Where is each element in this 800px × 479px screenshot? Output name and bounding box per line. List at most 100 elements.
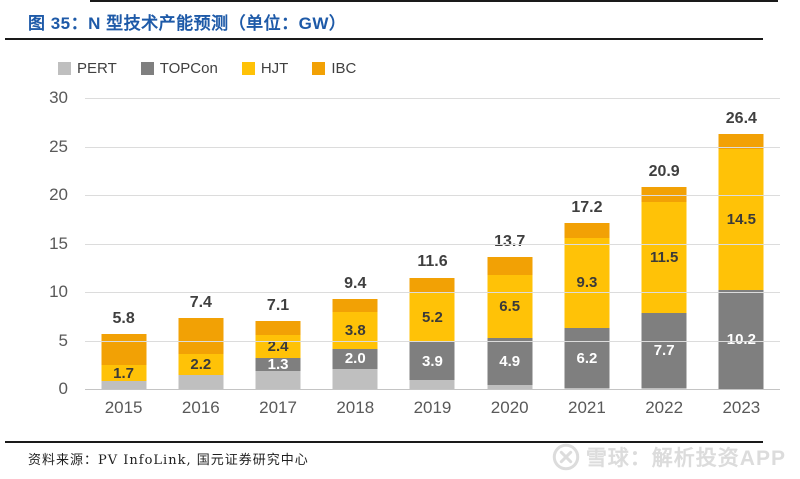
segment-topcon-2017: 1.3: [255, 355, 301, 373]
legend-label: IBC: [331, 60, 357, 77]
segment-ibc-2023: [718, 133, 764, 150]
legend-swatch-icon: [312, 62, 326, 75]
y-axis-tick-10: 10: [49, 282, 68, 301]
stacked-bar-2023: 10.2 14.5: [718, 133, 764, 390]
segment-value-label: 9.3: [576, 274, 598, 292]
segment-value-label: 4.9: [499, 352, 521, 370]
total-value-label-2015: 5.8: [112, 309, 135, 327]
segment-ibc-2019: [409, 277, 455, 293]
segment-hjt-2017: 2.4: [255, 334, 301, 358]
bar-group-2016: 7.4 2.2: [162, 99, 239, 390]
segment-value-label: 6.5: [499, 297, 521, 315]
stacked-bar-2020: 4.9 6.5: [487, 257, 533, 390]
x-axis: 2015 2016 2017 2018 2019 2020 2021 2022 2023: [85, 398, 780, 418]
gridline-5: [85, 340, 780, 342]
y-axis-tick-20: 20: [49, 185, 68, 204]
segment-ibc-2022: [641, 187, 687, 202]
segment-value-label: 6.2: [576, 349, 598, 367]
x-axis-label-2022: 2022: [645, 398, 684, 417]
bar-series-container: 5.8 1.7 7.4 2.2 7.1 1.3 2.4 9.4 2.0 3.8 11.6 3.9 5.2…: [85, 99, 780, 390]
total-value-label-2017: 7.1: [266, 297, 290, 315]
y-axis: 0 5 10 15 20 25 30: [0, 89, 76, 397]
gridline-15: [85, 243, 780, 245]
bar-group-2023: 26.4 10.2 14.5: [703, 99, 780, 390]
stacked-bar-2022: 7.7 11.5: [641, 187, 687, 390]
watermark-text: 雪球：解析投资APP: [585, 447, 786, 470]
legend-item-hjt: HJT: [241, 60, 289, 77]
total-value-label-2021: 17.2: [571, 199, 603, 217]
segment-ibc-2021: [564, 223, 610, 238]
watermark: 雪球：解析投资APP: [551, 442, 786, 472]
x-axis-label-2021: 2021: [568, 398, 606, 417]
segment-topcon-2021: 6.2: [564, 327, 610, 389]
x-axis-label-2019: 2019: [413, 398, 452, 417]
segment-ibc-2017: [255, 321, 301, 335]
x-axis-label-2023: 2023: [722, 398, 761, 417]
segment-value-label: 3.9: [422, 352, 443, 370]
legend-swatch-icon: [140, 62, 154, 75]
segment-hjt-2023: 14.5: [718, 149, 764, 291]
segment-ibc-2015: [101, 333, 147, 365]
segment-value-label: 1.3: [267, 355, 289, 373]
segment-ibc-2018: [332, 298, 378, 313]
segment-ibc-2020: [487, 257, 533, 275]
legend-swatch-icon: [241, 62, 255, 75]
stacked-bar-2018: 2.0 3.8: [332, 298, 378, 390]
segment-hjt-2022: 11.5: [641, 201, 687, 314]
gridline-20: [85, 195, 780, 196]
legend-item-pert: PERT: [58, 60, 117, 77]
bar-group-2017: 7.1 1.3 2.4: [239, 99, 316, 390]
segment-pert-2019: [409, 380, 455, 390]
segment-topcon-2018: 2.0: [332, 349, 378, 369]
total-value-label-2018: 9.4: [344, 274, 367, 292]
legend-swatch-icon: [58, 62, 71, 75]
segment-value-label: 11.5: [649, 249, 679, 267]
plot-area: 5.8 1.7 7.4 2.2 7.1 1.3 2.4 9.4 2.0 3.8 11.6 3.9 5.2…: [85, 98, 780, 390]
segment-topcon-2020: 4.9: [487, 337, 533, 386]
x-axis-label-2017: 2017: [259, 398, 297, 417]
segment-value-label: 3.8: [344, 322, 366, 340]
legend-label: PERT: [77, 60, 117, 77]
segment-value-label: 2.0: [344, 350, 366, 368]
segment-value-label: 2.2: [190, 356, 212, 374]
stacked-bar-2015: 1.7: [101, 333, 147, 390]
total-value-label-2022: 20.9: [648, 163, 680, 181]
top-border-rule: [90, 0, 778, 2]
segment-pert-2020: [487, 385, 533, 390]
bottom-border-rule: [5, 441, 763, 443]
bar-group-2020: 13.7 4.9 6.5: [471, 99, 548, 390]
x-axis-label-2016: 2016: [181, 398, 220, 417]
legend-label: HJT: [260, 60, 289, 77]
segment-hjt-2020: 6.5: [487, 274, 533, 338]
segment-pert-2016: [178, 375, 224, 390]
bar-group-2019: 11.6 3.9 5.2: [394, 99, 471, 390]
segment-pert-2017: [255, 370, 301, 390]
segment-pert-2018: [332, 368, 378, 390]
y-axis-tick-25: 25: [49, 136, 68, 156]
segment-hjt-2018: 3.8: [332, 312, 378, 350]
x-axis-label-2018: 2018: [336, 398, 375, 417]
stacked-bar-2021: 6.2 9.3: [564, 223, 610, 390]
segment-value-label: 1.7: [113, 364, 135, 382]
total-value-label-2023: 26.4: [725, 109, 757, 127]
total-value-label-2016: 7.4: [189, 294, 212, 312]
gridline-10: [85, 292, 780, 293]
bar-group-2018: 9.4 2.0 3.8: [317, 99, 394, 390]
title-underline-rule: [5, 38, 763, 40]
bar-group-2021: 17.2 6.2 9.3: [548, 99, 625, 390]
stacked-bar-2017: 1.3 2.4: [255, 321, 301, 390]
y-axis-tick-5: 5: [58, 330, 68, 350]
segment-ibc-2016: [178, 318, 224, 355]
segment-topcon-2022: 7.7: [641, 313, 687, 389]
stacked-bar-2016: 2.2: [178, 318, 224, 390]
bar-group-2015: 5.8 1.7: [85, 99, 162, 390]
gridline-30: [85, 98, 780, 99]
segment-hjt-2016: 2.2: [178, 354, 224, 376]
total-value-label-2020: 13.7: [494, 233, 526, 251]
x-axis-label-2015: 2015: [104, 398, 143, 417]
total-value-label-2019: 11.6: [417, 253, 448, 271]
y-axis-tick-15: 15: [49, 233, 68, 253]
source-note: 资料来源：PV InfoLink, 国元证券研究中心: [28, 453, 309, 468]
chart-legend: PERT TOPCon HJT IBC: [58, 60, 356, 77]
